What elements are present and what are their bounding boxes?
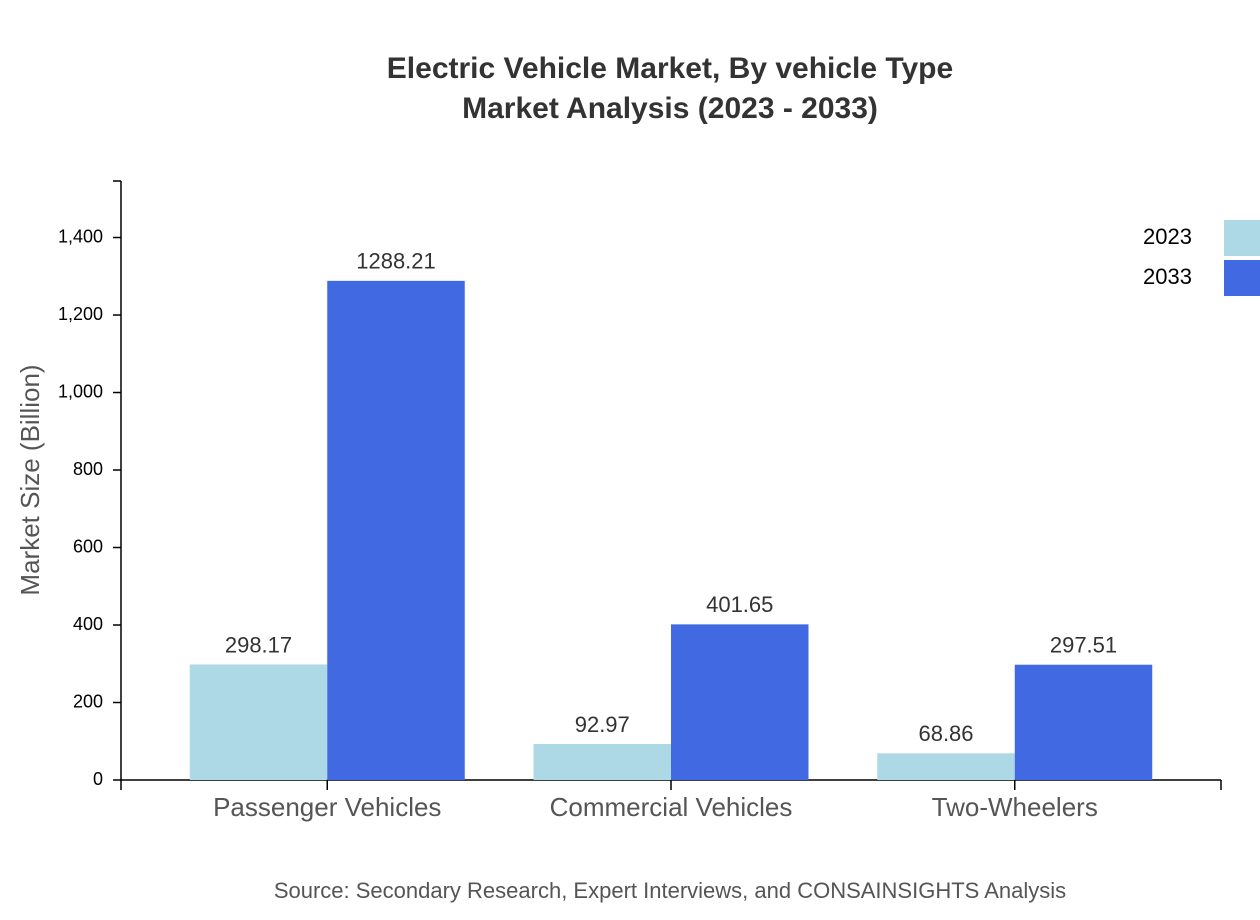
bar — [533, 743, 671, 780]
x-tick-label: Commercial Vehicles — [550, 792, 793, 822]
bar — [327, 280, 465, 780]
y-axis-label: Market Size (Billion) — [15, 364, 45, 595]
bar — [189, 664, 328, 780]
x-tick-label: Two-Wheelers — [932, 792, 1098, 822]
value-label: 1288.21 — [356, 249, 436, 274]
chart-title: Market Analysis (2023 - 2033) — [462, 92, 878, 125]
value-label: 92.97 — [575, 712, 630, 737]
value-label: 401.65 — [706, 592, 773, 617]
y-tick-label: 200 — [73, 691, 103, 711]
value-label: 297.51 — [1050, 633, 1117, 658]
y-tick-label: 800 — [73, 459, 103, 479]
y-tick-label: 1,000 — [58, 381, 103, 401]
source-note: Source: Secondary Research, Expert Inter… — [274, 878, 1066, 903]
y-tick-label: 1,400 — [58, 226, 103, 246]
y-tick-label: 1,200 — [58, 304, 103, 324]
value-label: 298.17 — [225, 632, 292, 657]
legend-swatch — [1224, 260, 1260, 296]
bar — [671, 624, 809, 780]
y-tick-label: 400 — [73, 614, 103, 634]
legend-label: 2033 — [1143, 264, 1192, 289]
value-label: 68.86 — [918, 721, 973, 746]
x-tick-label: Passenger Vehicles — [213, 792, 441, 822]
chart-title: Electric Vehicle Market, By vehicle Type — [387, 52, 953, 85]
bar — [1014, 664, 1153, 780]
y-tick-label: 0 — [93, 769, 103, 789]
legend-label: 2023 — [1143, 224, 1192, 249]
y-tick-label: 600 — [73, 536, 103, 556]
legend-swatch — [1224, 220, 1260, 256]
bar — [877, 753, 1015, 780]
